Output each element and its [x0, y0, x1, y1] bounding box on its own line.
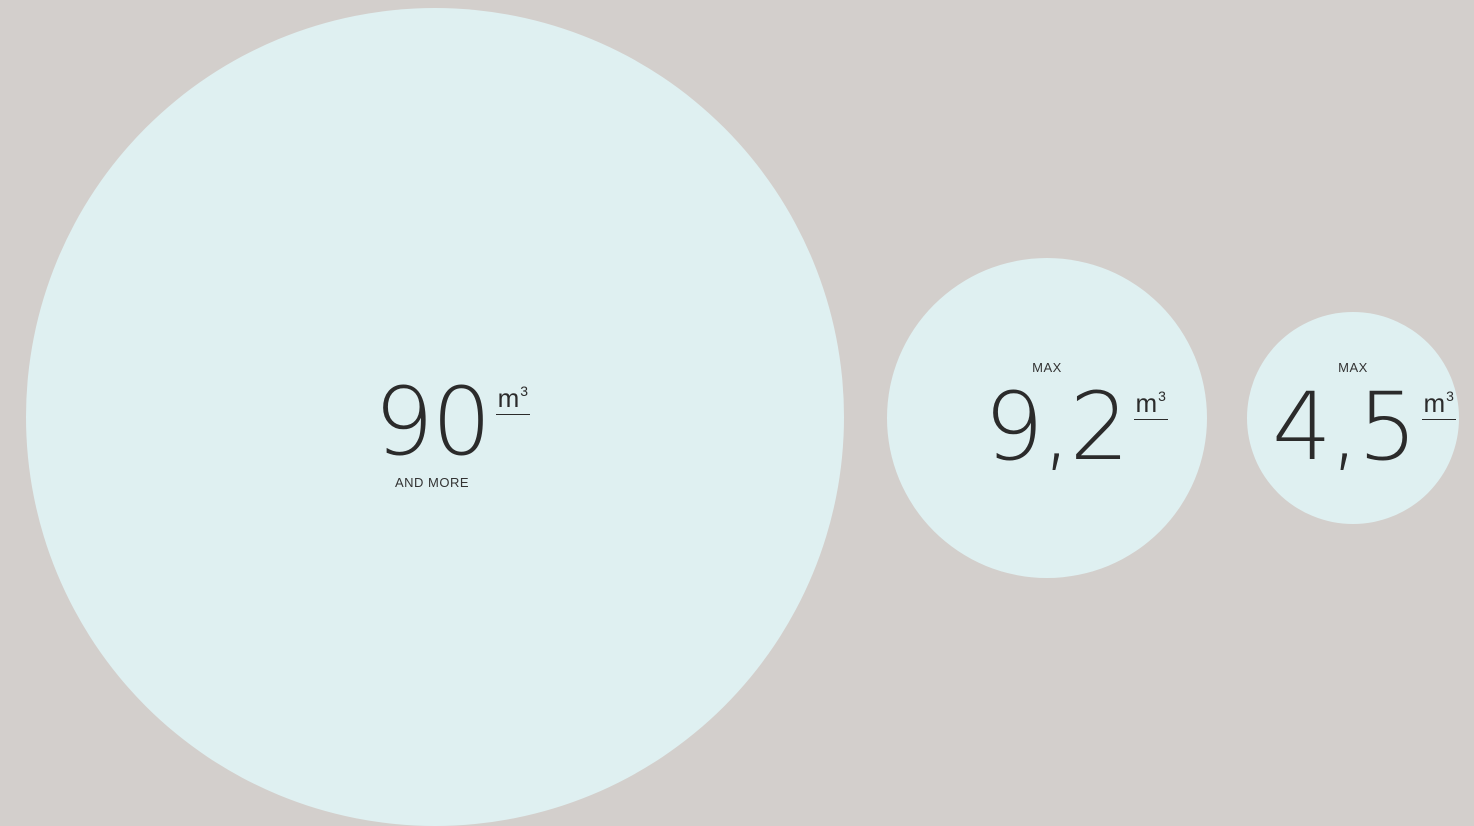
volume-circle-medium [887, 258, 1207, 578]
volume-unit: m3 [1133, 382, 1168, 420]
volume-value: 9,2 [984, 373, 1129, 482]
unit-exponent: 3 [1446, 388, 1454, 404]
unit-base: m [1135, 388, 1158, 418]
unit-base: m [497, 383, 520, 413]
unit-base: m [1423, 388, 1446, 418]
unit-exponent: 3 [520, 383, 529, 399]
volume-value: 90 [374, 368, 492, 477]
volume-unit: m3 [1421, 382, 1456, 420]
volume-circle-large [26, 8, 844, 826]
volume-readout-small: 4,5 m3 [1272, 373, 1456, 482]
volume-caption-small: MAX [1338, 360, 1368, 375]
unit-exponent: 3 [1158, 388, 1166, 404]
volume-readout-medium: 9,2 m3 [984, 373, 1168, 482]
volume-caption-medium: MAX [1032, 360, 1062, 375]
volume-value: 4,5 [1272, 373, 1417, 482]
volume-caption-large: AND MORE [394, 475, 470, 490]
volume-readout-large: 90 m3 [374, 368, 531, 477]
volume-unit: m3 [495, 377, 531, 415]
volume-circle-small [1247, 312, 1459, 524]
